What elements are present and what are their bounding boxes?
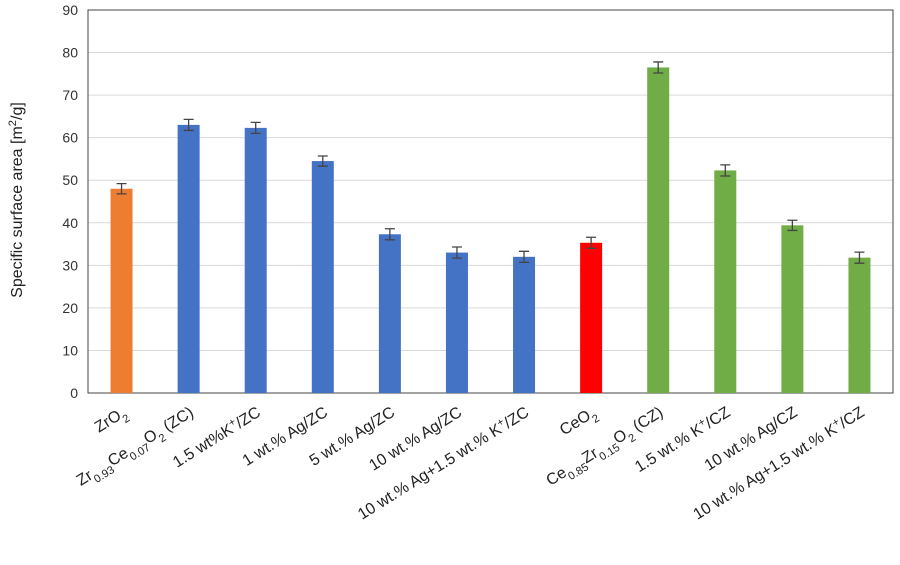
bar bbox=[110, 188, 133, 393]
error-bar bbox=[787, 219, 798, 232]
superscript: 2 bbox=[7, 120, 19, 126]
y-tick-label: 20 bbox=[62, 300, 78, 316]
bar bbox=[445, 252, 468, 393]
y-tick-label: 10 bbox=[62, 342, 78, 358]
error-bar bbox=[384, 228, 395, 241]
error-bar bbox=[116, 182, 127, 195]
bar bbox=[311, 161, 334, 393]
text-part: /ZC bbox=[233, 404, 264, 432]
bar bbox=[177, 124, 200, 394]
bar bbox=[714, 170, 737, 393]
text-part: /CZ bbox=[837, 404, 868, 432]
error-bar bbox=[653, 61, 664, 74]
bar bbox=[580, 242, 603, 393]
subscript: 2 bbox=[157, 432, 169, 445]
text-part: CeO bbox=[557, 407, 594, 439]
bar bbox=[781, 225, 804, 393]
subscript: 2 bbox=[121, 412, 133, 425]
y-axis-label: Specific surface area [m2/g] bbox=[7, 102, 26, 298]
x-tick-label: CeO2 bbox=[557, 404, 602, 443]
y-tick-label: 60 bbox=[62, 130, 78, 146]
superscript: + bbox=[830, 416, 842, 430]
text-part: /g] bbox=[9, 102, 26, 120]
error-bar bbox=[451, 246, 462, 259]
bar bbox=[378, 234, 401, 393]
bar bbox=[513, 256, 536, 393]
plot-frame bbox=[87, 9, 894, 394]
subscript: 2 bbox=[626, 432, 638, 445]
text-part: /CZ bbox=[703, 404, 734, 432]
y-tick-label: 50 bbox=[62, 172, 78, 188]
text-part: Ce bbox=[543, 464, 569, 489]
y-tick-label: 70 bbox=[62, 87, 78, 103]
y-tick-label: 90 bbox=[62, 2, 78, 18]
bar bbox=[848, 257, 871, 393]
bar bbox=[244, 127, 267, 393]
y-tick-label: 80 bbox=[62, 45, 78, 61]
text-part: Specific surface area [m bbox=[9, 126, 26, 298]
error-bar bbox=[854, 251, 865, 264]
error-bar bbox=[720, 164, 731, 177]
y-tick-label: 30 bbox=[62, 257, 78, 273]
text-part: /ZC bbox=[501, 404, 532, 432]
text-part: ZrO bbox=[92, 407, 124, 436]
error-bar bbox=[250, 121, 261, 135]
superscript: + bbox=[226, 416, 238, 430]
x-tick-label: Ce0.85Zr0.15O2 (CZ) bbox=[543, 404, 669, 494]
error-bar bbox=[183, 118, 194, 132]
subscript: 2 bbox=[590, 412, 602, 425]
y-tick-label: 40 bbox=[62, 215, 78, 231]
error-bar bbox=[586, 236, 597, 249]
error-bar bbox=[519, 250, 530, 264]
x-tick-label: ZrO2 bbox=[92, 404, 132, 441]
superscript: + bbox=[696, 416, 708, 430]
error-bar bbox=[317, 155, 328, 167]
text-part: (CZ) bbox=[626, 404, 666, 438]
superscript: + bbox=[495, 416, 507, 430]
bar bbox=[647, 67, 670, 393]
y-tick-label: 0 bbox=[70, 385, 78, 401]
text-part: (ZC) bbox=[157, 404, 197, 438]
x-tick-label: Zr0.93Ce0.07O2 (ZC) bbox=[74, 404, 200, 494]
